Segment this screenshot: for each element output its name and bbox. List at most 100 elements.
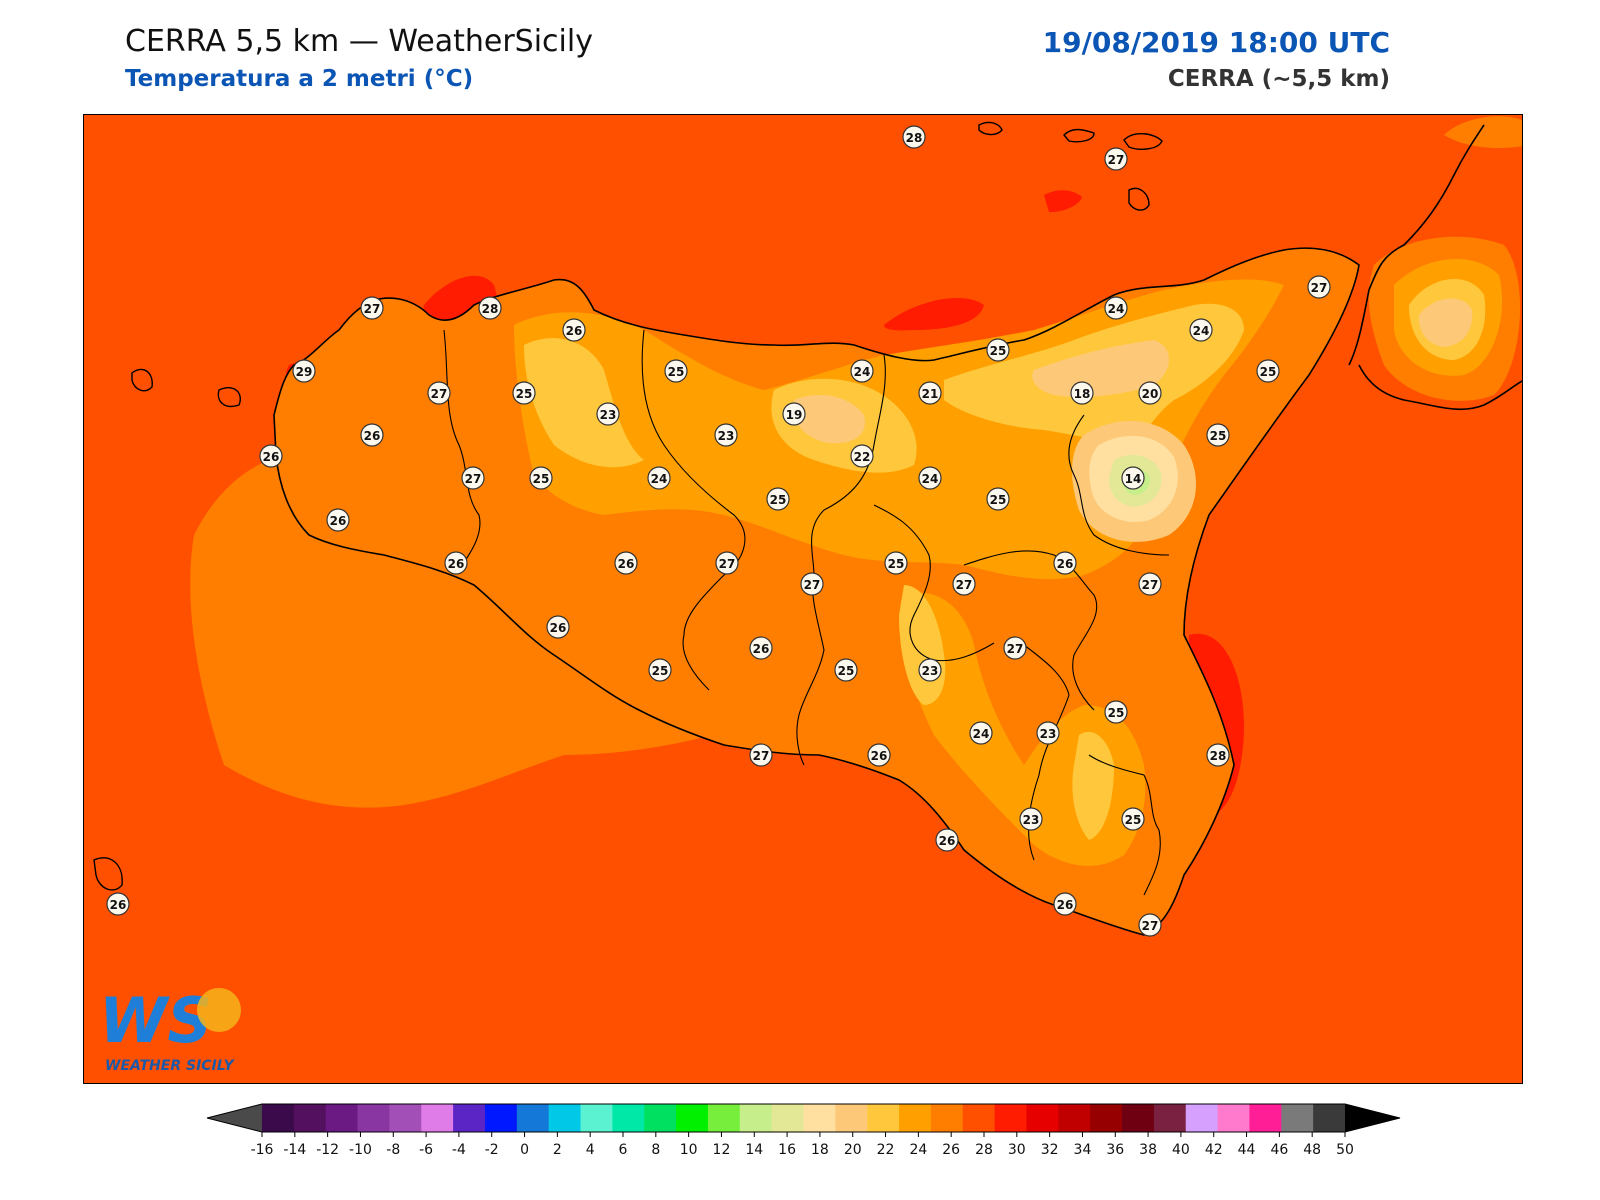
station-sciacca: 26	[546, 615, 570, 639]
colorbar-cell	[453, 1104, 486, 1132]
weathersicily-logo: WS WEATHER SICILY	[95, 980, 255, 1075]
station-marker	[1104, 700, 1128, 724]
station-etna: 14	[1121, 466, 1145, 490]
station-monreale: 25	[512, 381, 536, 405]
station-capo-d-orlando: 25	[986, 338, 1010, 362]
colorbar-tick-label: 8	[651, 1142, 660, 1158]
station-marker	[1138, 381, 1162, 405]
colorbar-tick-label: 16	[778, 1142, 796, 1158]
station-lentini: 27	[1003, 636, 1027, 660]
station-marker	[259, 444, 283, 468]
station-adrano: 25	[986, 487, 1010, 511]
colorbar-tick-label: 24	[909, 1142, 927, 1158]
colorbar-cell	[1153, 1104, 1187, 1132]
contour-28-aeolian	[1044, 190, 1082, 213]
station-pachino: 27	[1138, 913, 1162, 937]
sicily-coastline	[273, 247, 1360, 936]
station-marker	[326, 508, 350, 532]
station-marker	[749, 636, 773, 660]
colorbar-cell	[707, 1104, 741, 1132]
station-marker	[884, 551, 908, 575]
station-castelvetrano: 27	[461, 466, 485, 490]
station-salemi: 26	[360, 423, 384, 447]
station-marker	[834, 658, 858, 682]
colorbar-tick-label: 32	[1041, 1142, 1059, 1158]
station-caltagirone: 23	[918, 658, 942, 682]
colorbar-cell	[994, 1104, 1027, 1132]
station-value: 27	[465, 472, 482, 486]
colorbar-tick-label: -10	[349, 1142, 372, 1158]
station-value: 24	[1193, 324, 1210, 338]
station-marker	[969, 721, 993, 745]
map-canvas: 28 27 27 28 26 29 27 25 25 24 25 24 27 24 26 26 23 19 21 18…	[84, 115, 1522, 1083]
colorbar-ticks: -16 -14 -12 -10 -8 -6 -4 -2 0 2 4 6 8 10 12 14 16 18 20 22 2…	[251, 1132, 1354, 1158]
colorbar-cell	[580, 1104, 613, 1132]
station-stromboli: 27	[1104, 147, 1128, 171]
station-value: 25	[888, 557, 905, 571]
contour-22-hyblean	[1072, 731, 1114, 840]
colorbar-cell	[516, 1104, 550, 1132]
colorbar-tick-label: 6	[619, 1142, 628, 1158]
station-value: 27	[364, 302, 381, 316]
colorbar-tick-label: 46	[1270, 1142, 1288, 1158]
colorbar: -16 -14 -12 -10 -8 -6 -4 -2 0 2 4 6 8 10 12 14 16 18 20 22 2…	[206, 1103, 1401, 1158]
contour-28-tyrrhenian	[884, 297, 984, 331]
station-value: 26	[618, 557, 635, 571]
colorbar-cell	[1185, 1104, 1219, 1132]
station-marker	[986, 487, 1010, 511]
station-marker	[952, 572, 976, 596]
forecast-datetime: 19/08/2019 18:00 UTC	[1042, 26, 1390, 59]
station-bivona: 26	[614, 551, 638, 575]
station-marker	[782, 402, 806, 426]
station-buseto: 27	[427, 381, 451, 405]
station-marker	[1121, 807, 1145, 831]
colorbar-cell	[930, 1104, 964, 1132]
sun-icon	[197, 988, 241, 1032]
colorbar-cell	[325, 1104, 359, 1132]
logo-wordmark: WEATHER SICILY	[105, 1058, 236, 1074]
station-mazara: 26	[326, 508, 350, 532]
station-marker	[867, 743, 891, 767]
colorbar-tick-label: 26	[942, 1142, 960, 1158]
colorbar-cell	[1026, 1104, 1059, 1132]
colorbar-cell	[867, 1104, 900, 1132]
station-marker	[1053, 551, 1077, 575]
station-value: 26	[1057, 557, 1074, 571]
colorbar-tick-label: -12	[316, 1142, 339, 1158]
station-messina: 27	[1307, 275, 1331, 299]
station-marker	[1189, 318, 1213, 342]
station-mussomeli: 27	[715, 551, 739, 575]
station-randazzo: 20	[1138, 381, 1162, 405]
colorbar-cell	[421, 1104, 454, 1132]
station-gela: 26	[867, 743, 891, 767]
station-marker	[714, 423, 738, 447]
station-trapani: 29	[292, 359, 316, 383]
station-catania: 27	[1138, 572, 1162, 596]
station-value: 27	[804, 578, 821, 592]
station-marsala: 26	[259, 444, 283, 468]
station-pozzallo: 26	[1053, 892, 1077, 916]
station-carini: 28	[478, 296, 502, 320]
station-ustica: 28	[902, 125, 926, 149]
station-giarre: 25	[1256, 359, 1280, 383]
colorbar-tick-label: -4	[452, 1142, 466, 1158]
colorbar-cell	[357, 1104, 390, 1132]
station-sortino: 25	[1104, 700, 1128, 724]
colorbar-tick-label: 42	[1205, 1142, 1223, 1158]
contour-20-nebrodi	[1032, 340, 1169, 397]
station-calatabiano: 24	[1189, 318, 1213, 342]
station-marker	[715, 551, 739, 575]
colorbar-tick-label: 34	[1074, 1142, 1092, 1158]
station-value: 28	[906, 131, 923, 145]
station-marker	[1019, 807, 1043, 831]
station-value: 23	[1040, 727, 1057, 741]
station-piazza-armerina: 25	[884, 551, 908, 575]
colorbar-cells	[206, 1103, 1401, 1133]
logo-mark: WS WEATHER SICILY	[99, 984, 241, 1074]
station-marker	[647, 466, 671, 490]
province-borders	[443, 329, 1170, 896]
colorbar-tick-label: 4	[586, 1142, 595, 1158]
station-petralia: 23	[714, 423, 738, 447]
station-value: 25	[1210, 429, 1227, 443]
station-agrigento: 25	[648, 658, 672, 682]
